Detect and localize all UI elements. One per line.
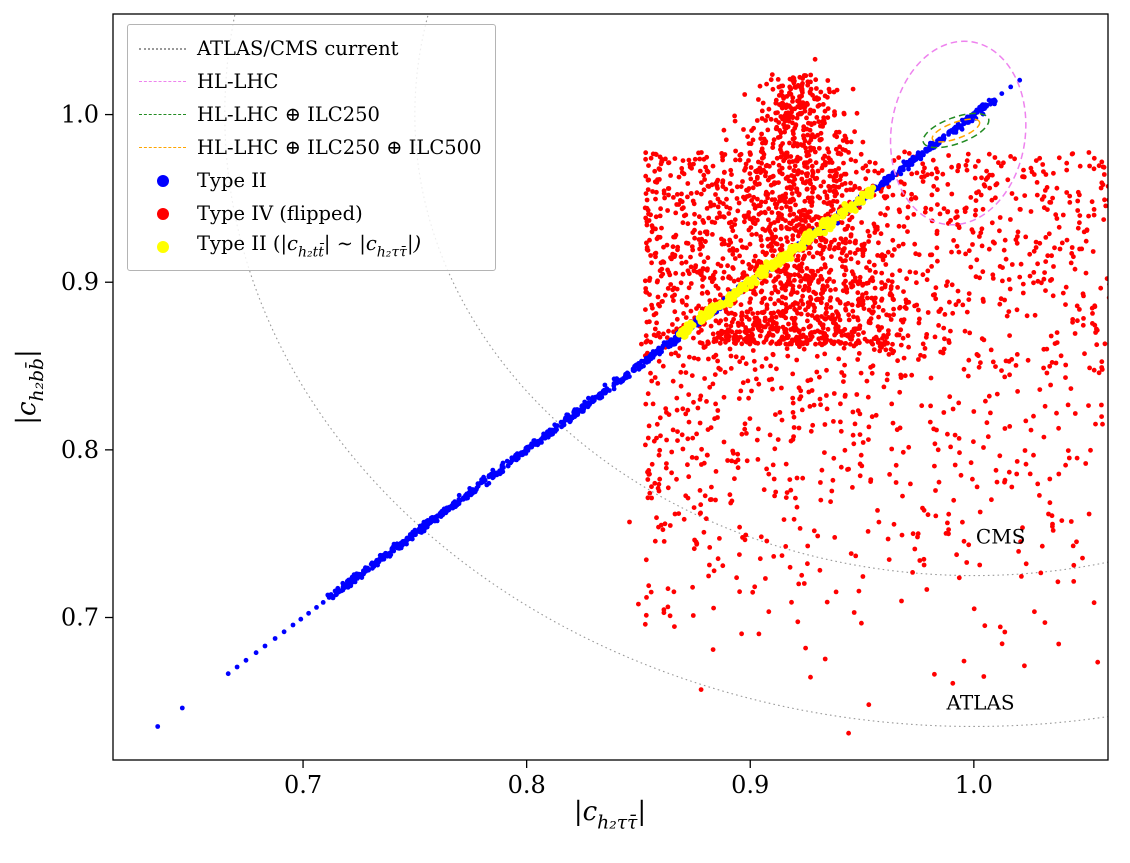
legend-item-label: HL-LHC ⊕ ILC250 ⊕ ILC500 — [197, 136, 482, 159]
legend-item-label: HL-LHC — [197, 70, 279, 93]
legend-item-label: HL-LHC ⊕ ILC250 — [197, 103, 380, 126]
contour-atlas — [224, 14, 1108, 727]
axes-ticks: 0.7 0.8 0.9 1.0 0.7 0.8 0.9 1.0 — [61, 101, 993, 799]
legend-item-2: HL-LHC ⊕ ILC250 — [139, 99, 481, 130]
x-axis-label: |ch₂ττ̄| — [573, 797, 647, 834]
legend-line-icon — [139, 47, 186, 50]
legend-marker-icon — [156, 207, 169, 220]
legend-item-label: ATLAS/CMS current — [197, 37, 399, 60]
legend-item-5: Type IV (flipped) — [139, 198, 481, 229]
legend-item-1: HL-LHC — [139, 66, 481, 97]
legend-item-0: ATLAS/CMS current — [139, 33, 481, 64]
legend-item-label: Type II (|ch₂tt̄| ∼ |ch₂ττ̄|) — [197, 232, 422, 261]
legend-marker-icon — [156, 174, 169, 187]
x-tick-label: 0.7 — [284, 771, 322, 799]
contour-hl-lhc — [889, 40, 1027, 226]
y-tick-label: 0.8 — [61, 436, 99, 464]
y-tick-label: 1.0 — [61, 101, 99, 129]
legend-line-icon — [139, 147, 186, 148]
y-tick-label: 0.9 — [61, 268, 99, 296]
legend-item-3: HL-LHC ⊕ ILC250 ⊕ ILC500 — [139, 132, 481, 163]
legend: ATLAS/CMS current HL-LHC HL-LHC ⊕ ILC250 HL… — [127, 24, 497, 271]
x-tick-label: 0.8 — [508, 771, 546, 799]
legend-item-label: Type IV (flipped) — [197, 202, 363, 225]
current-limit-contours — [224, 14, 1108, 727]
scatter-points — [155, 56, 1108, 736]
annotation-cms: CMS — [976, 525, 1025, 549]
x-tick-label: 0.9 — [731, 771, 769, 799]
y-tick-label: 0.7 — [61, 604, 99, 632]
series-type-iv-flipped — [627, 56, 1108, 736]
legend-marker-icon — [156, 240, 169, 253]
contour-cms — [414, 14, 1108, 577]
y-axis-label: |ch₂bb̄| — [11, 349, 49, 425]
annotation-atlas: ATLAS — [945, 691, 1014, 715]
legend-item-label: Type II — [197, 169, 267, 192]
x-tick-label: 1.0 — [955, 771, 993, 799]
legend-item-4: Type II — [139, 165, 481, 196]
legend-item-6: Type II (|ch₂tt̄| ∼ |ch₂ττ̄|) — [139, 231, 481, 262]
contour-hl-lhc-ilc250-ilc500 — [931, 118, 981, 143]
plot-border — [112, 13, 1109, 761]
legend-line-icon — [139, 81, 186, 82]
legend-line-icon — [139, 114, 186, 115]
series-type-ii-c-h2tt-c-h2tautau — [675, 184, 877, 340]
